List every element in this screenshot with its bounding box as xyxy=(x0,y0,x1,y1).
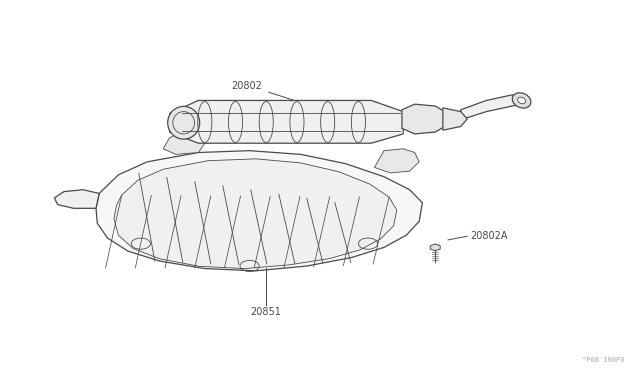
Text: 20851: 20851 xyxy=(250,307,281,317)
Polygon shape xyxy=(430,244,440,251)
Polygon shape xyxy=(374,149,419,173)
Polygon shape xyxy=(443,108,467,130)
Ellipse shape xyxy=(168,106,200,139)
Polygon shape xyxy=(114,159,397,269)
Ellipse shape xyxy=(512,93,531,108)
Polygon shape xyxy=(96,151,422,271)
Polygon shape xyxy=(402,104,445,134)
Polygon shape xyxy=(170,100,403,143)
Text: 20802: 20802 xyxy=(231,81,262,91)
Ellipse shape xyxy=(518,97,525,104)
Text: ^P08 I00P0: ^P08 I00P0 xyxy=(582,357,624,363)
Polygon shape xyxy=(163,132,205,154)
Polygon shape xyxy=(54,190,99,208)
Polygon shape xyxy=(461,95,522,120)
Text: 20802A: 20802A xyxy=(470,231,508,241)
